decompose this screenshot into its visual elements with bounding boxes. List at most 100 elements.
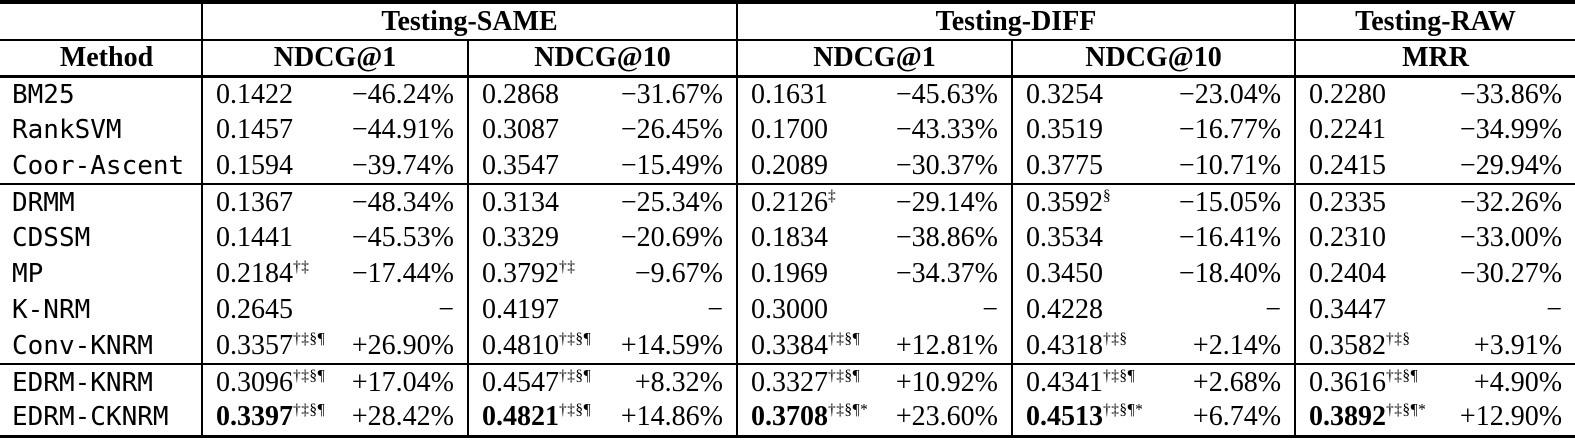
metric-score: 0.4318 — [1026, 329, 1104, 361]
metric-cell-content: 0.3775 −10.71% — [1013, 150, 1294, 182]
metric-value: 0.3087 — [482, 114, 559, 146]
metric-score: 0.3000 — [751, 294, 829, 325]
significance-markers: § — [1103, 187, 1112, 205]
metric-cell-content: 0.3616†‡§¶ +4.90% — [1296, 367, 1575, 399]
metric-cell-content: 0.1834 −38.86% — [738, 222, 1011, 254]
metric-cell-content: 0.2868 −31.67% — [469, 79, 736, 111]
metric-value: 0.3357†‡§¶ — [216, 330, 325, 362]
table-row: Conv-KNRM 0.3357†‡§¶ +26.90% 0.4810†‡§¶ +14.… — [0, 328, 1575, 365]
metric-header-row: Method NDCG@1 NDCG@10 NDCG@1 NDCG@10 MRR — [0, 40, 1575, 78]
metric-value: 0.3708†‡§¶* — [751, 401, 868, 433]
relative-change: +10.92% — [895, 366, 999, 398]
metric-cell-content: 0.3708†‡§¶* +23.60% — [738, 401, 1011, 433]
metric-cell: 0.2335 −32.26% — [1294, 184, 1575, 220]
metric-cell: 0.3397†‡§¶ +28.42% — [201, 400, 468, 436]
relative-change: +28.42% — [351, 401, 454, 433]
metric-value: 0.1700 — [751, 114, 828, 146]
metric-score: 0.3616 — [1309, 366, 1387, 398]
relative-change: −45.53% — [351, 222, 454, 253]
metric-cell: 0.2184†‡ −17.44% — [201, 256, 468, 292]
metric-cell-content: 0.1631 −45.63% — [738, 79, 1011, 111]
metric-score: 0.3582 — [1309, 329, 1387, 361]
metric-value: 0.3000 — [751, 294, 828, 326]
metric-cell: 0.1700 −43.33% — [736, 112, 1013, 148]
relative-change: − — [1546, 294, 1563, 325]
relative-change: +3.91% — [1473, 329, 1563, 361]
table-row: EDRM-CKNRM 0.3397†‡§¶ +28.42% 0.4821†‡§¶ +14… — [0, 400, 1575, 436]
metric-cell-content: 0.4228 − — [1013, 294, 1294, 326]
metric-score: 0.3447 — [1309, 294, 1387, 325]
metric-header-diff-ndcg1: NDCG@1 — [736, 40, 1013, 78]
relative-change: − — [982, 294, 999, 325]
metric-cell: 0.4228 − — [1011, 292, 1296, 328]
metric-cell: 0.4197 − — [466, 292, 738, 328]
metric-cell-content: 0.2310 −33.00% — [1296, 222, 1575, 254]
metric-header-raw-mrr: MRR — [1294, 40, 1575, 78]
relative-change: − — [1265, 294, 1282, 325]
metric-header-diff-ndcg10: NDCG@10 — [1011, 40, 1296, 78]
significance-markers: †‡§¶* — [1386, 401, 1427, 419]
metric-cell-content: 0.2241 −34.99% — [1296, 114, 1575, 146]
metric-score: 0.4197 — [482, 294, 559, 325]
metric-cell: 0.3087 −26.45% — [466, 112, 738, 148]
metric-score: 0.2184 — [216, 258, 293, 289]
metric-value: 0.2089 — [751, 150, 828, 182]
metric-value: 0.3134 — [482, 187, 559, 219]
metric-score: 0.3096 — [216, 366, 293, 398]
metric-cell: 0.2404 −30.27% — [1294, 256, 1575, 292]
metric-score: 0.2310 — [1309, 222, 1387, 253]
metric-cell: 0.1969 −34.37% — [736, 256, 1013, 292]
metric-score: 0.1969 — [751, 258, 829, 289]
metric-cell: 0.3096†‡§¶ +17.04% — [201, 364, 468, 400]
metric-value: 0.2404 — [1309, 258, 1386, 290]
metric-score: 0.3592 — [1026, 186, 1104, 218]
metric-score: 0.2335 — [1309, 186, 1387, 218]
relative-change: +26.90% — [351, 329, 454, 361]
group-header-row: Testing-SAME Testing-DIFF Testing-RAW — [0, 2, 1575, 41]
metric-value: 0.4197 — [482, 294, 559, 326]
metric-score: 0.4341 — [1026, 366, 1104, 398]
metric-score: 0.1457 — [216, 114, 293, 145]
relative-change: +8.32% — [634, 366, 724, 398]
metric-cell-content: 0.4513†‡§¶* +6.74% — [1013, 401, 1294, 433]
metric-cell-content: 0.3519 −16.77% — [1013, 114, 1294, 146]
metric-value: 0.3892†‡§¶* — [1309, 401, 1426, 433]
relative-change: +2.14% — [1192, 329, 1282, 361]
metric-value: 0.3592§ — [1026, 187, 1111, 219]
significance-markers: †‡§¶ — [828, 367, 861, 385]
relative-change: −23.04% — [1178, 78, 1282, 110]
relative-change: −15.49% — [620, 149, 724, 181]
metric-value: 0.2310 — [1309, 222, 1386, 254]
metric-score: 0.2645 — [216, 294, 293, 325]
metric-cell-content: 0.1969 −34.37% — [738, 258, 1011, 290]
relative-change: −44.91% — [351, 114, 454, 145]
metric-score: 0.3775 — [1026, 149, 1104, 181]
metric-cell: 0.3447 − — [1294, 292, 1575, 328]
metric-score: 0.3892 — [1309, 401, 1387, 433]
table-row: K-NRM 0.2645−0.4197−0.3000−0.4228−0.3447− — [0, 292, 1575, 328]
metric-value: 0.2335 — [1309, 187, 1386, 219]
metric-value: 0.3616†‡§¶ — [1309, 367, 1418, 399]
metric-cell: 0.4341†‡§¶ +2.68% — [1011, 364, 1296, 400]
metric-value: 0.1457 — [216, 114, 293, 146]
metric-score: 0.4228 — [1026, 294, 1104, 325]
metric-value: 0.3775 — [1026, 150, 1103, 182]
significance-markers: †‡§¶* — [828, 401, 869, 419]
metric-value: 0.1441 — [216, 222, 293, 254]
method-name: BM25 — [12, 79, 75, 110]
metric-cell-content: 0.3547 −15.49% — [469, 150, 736, 182]
metric-score: 0.4547 — [482, 366, 559, 398]
relative-change: −10.71% — [1178, 149, 1282, 181]
relative-change: +4.90% — [1473, 366, 1563, 398]
significance-markers: †‡§¶ — [828, 330, 861, 348]
metric-score: 0.3329 — [482, 222, 559, 253]
metric-score: 0.1422 — [216, 78, 293, 110]
metric-cell-content: 0.3892†‡§¶* +12.90% — [1296, 401, 1575, 433]
metric-cell: 0.2310 −33.00% — [1294, 220, 1575, 256]
metric-cell: 0.3134 −25.34% — [466, 184, 738, 220]
metric-score: 0.2089 — [751, 149, 829, 181]
group-header-testing-diff: Testing-DIFF — [736, 2, 1296, 41]
corner-cell — [0, 2, 202, 41]
metric-cell-content: 0.3792†‡ −9.67% — [469, 258, 736, 290]
significance-markers: †‡§¶ — [293, 367, 326, 385]
